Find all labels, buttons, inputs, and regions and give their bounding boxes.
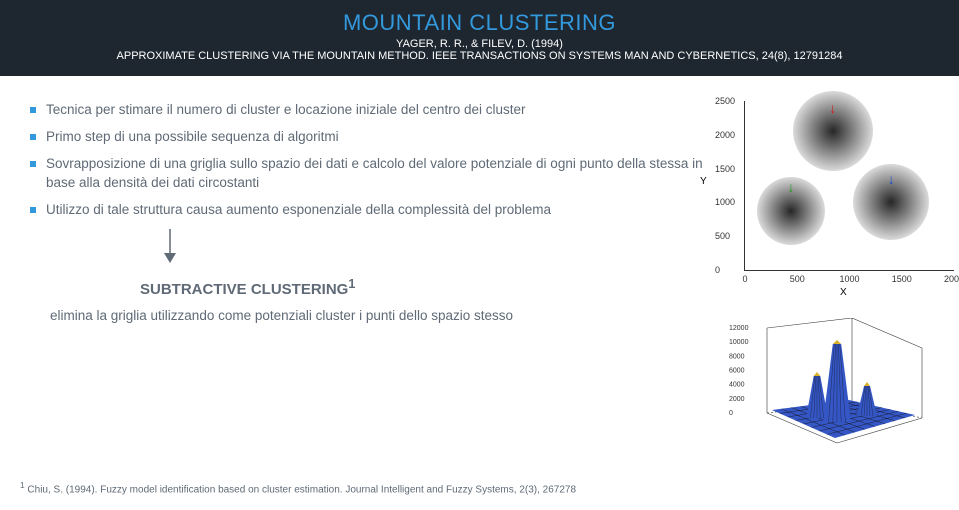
subtractive-heading-text: SUBTRACTIVE CLUSTERING bbox=[140, 281, 348, 298]
surface-plot-svg: 0 2000 4000 6000 8000 10000 12000 bbox=[727, 318, 937, 458]
density-chart: 050010001500200025000500100015002000YX↓↓… bbox=[744, 101, 954, 271]
x-tick: 1500 bbox=[892, 274, 912, 284]
slide-subtitle-1: YAGER, R. R., & FILEV, D. (1994) bbox=[20, 38, 939, 50]
z-tick: 2000 bbox=[729, 396, 745, 403]
bullet-item: Sovrapposizione di una griglia sullo spa… bbox=[30, 155, 709, 191]
y-tick: 1500 bbox=[715, 164, 735, 174]
cluster-arrow-icon: ↓ bbox=[829, 100, 836, 116]
y-axis-label: Y bbox=[700, 176, 707, 187]
cluster-arrow-icon: ↓ bbox=[787, 179, 794, 195]
x-tick: 2000 bbox=[944, 274, 959, 284]
z-tick: 0 bbox=[729, 410, 733, 417]
cluster-arrow-icon: ↓ bbox=[888, 171, 895, 187]
slide-body: Tecnica per stimare il numero di cluster… bbox=[0, 76, 959, 458]
z-tick: 10000 bbox=[729, 339, 749, 346]
y-tick: 2000 bbox=[715, 130, 735, 140]
subtractive-heading-sup: 1 bbox=[348, 277, 355, 291]
bullet-list: Tecnica per stimare il numero di cluster… bbox=[30, 101, 709, 219]
y-tick: 1000 bbox=[715, 197, 735, 207]
right-column: 050010001500200025000500100015002000YX↓↓… bbox=[724, 101, 939, 458]
subtractive-heading: SUBTRACTIVE CLUSTERING1 bbox=[140, 276, 709, 300]
footnote: 1 Chiu, S. (1994). Fuzzy model identific… bbox=[20, 480, 576, 496]
x-axis-label: X bbox=[840, 287, 847, 298]
slide-title: MOUNTAIN CLUSTERING bbox=[20, 10, 939, 36]
y-tick: 2500 bbox=[715, 96, 735, 106]
bullet-item: Primo step di una possibile sequenza di … bbox=[30, 128, 709, 146]
slide-header: MOUNTAIN CLUSTERING YAGER, R. R., & FILE… bbox=[0, 0, 959, 76]
bullet-item: Utilizzo di tale struttura causa aumento… bbox=[30, 201, 709, 219]
slide-subtitle-2: APPROXIMATE CLUSTERING VIA THE MOUNTAIN … bbox=[20, 50, 939, 62]
x-tick: 500 bbox=[790, 274, 805, 284]
x-tick: 1000 bbox=[839, 274, 859, 284]
x-tick: 0 bbox=[742, 274, 747, 284]
subtractive-text: elimina la griglia utilizzando come pote… bbox=[50, 307, 709, 325]
z-tick: 8000 bbox=[729, 353, 745, 360]
y-tick: 500 bbox=[715, 231, 730, 241]
left-column: Tecnica per stimare il numero di cluster… bbox=[30, 101, 709, 458]
footnote-text: Chiu, S. (1994). Fuzzy model identificat… bbox=[25, 484, 576, 495]
surface-chart: 0 2000 4000 6000 8000 10000 12000 bbox=[727, 318, 937, 458]
bullet-item: Tecnica per stimare il numero di cluster… bbox=[30, 101, 709, 119]
arrow-down-icon bbox=[160, 229, 709, 268]
y-tick: 0 bbox=[715, 265, 720, 275]
z-tick: 12000 bbox=[729, 325, 749, 332]
z-tick: 6000 bbox=[729, 368, 745, 375]
z-tick: 4000 bbox=[729, 382, 745, 389]
